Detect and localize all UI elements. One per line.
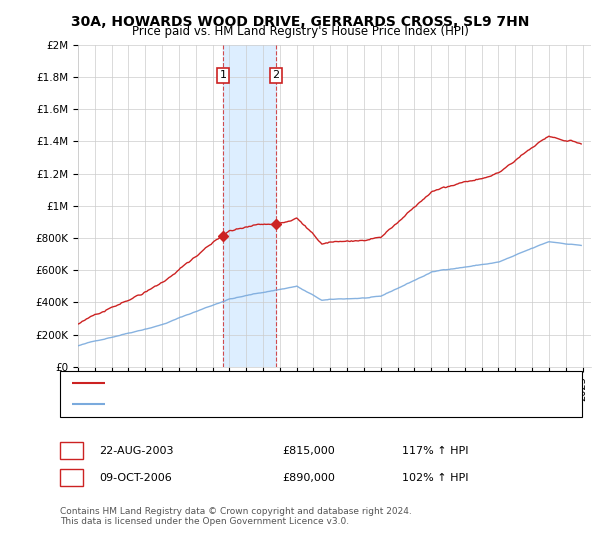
Text: £815,000: £815,000 [282,446,335,456]
Text: HPI: Average price, detached house, Buckinghamshire: HPI: Average price, detached house, Buck… [111,399,395,409]
Text: 30A, HOWARDS WOOD DRIVE, GERRARDS CROSS, SL9 7HN (detached house): 30A, HOWARDS WOOD DRIVE, GERRARDS CROSS,… [111,378,515,388]
Text: £890,000: £890,000 [282,473,335,483]
Text: 102% ↑ HPI: 102% ↑ HPI [402,473,469,483]
Text: 30A, HOWARDS WOOD DRIVE, GERRARDS CROSS, SL9 7HN: 30A, HOWARDS WOOD DRIVE, GERRARDS CROSS,… [71,15,529,29]
Text: 1: 1 [220,71,227,81]
Text: Contains HM Land Registry data © Crown copyright and database right 2024.
This d: Contains HM Land Registry data © Crown c… [60,507,412,526]
Bar [223,45,276,367]
Text: 117% ↑ HPI: 117% ↑ HPI [402,446,469,456]
Text: 2: 2 [67,471,76,484]
Text: Price paid vs. HM Land Registry's House Price Index (HPI): Price paid vs. HM Land Registry's House … [131,25,469,38]
Text: 1: 1 [67,444,76,458]
Text: 2: 2 [272,71,280,81]
Text: 09-OCT-2006: 09-OCT-2006 [99,473,172,483]
Text: 22-AUG-2003: 22-AUG-2003 [99,446,173,456]
